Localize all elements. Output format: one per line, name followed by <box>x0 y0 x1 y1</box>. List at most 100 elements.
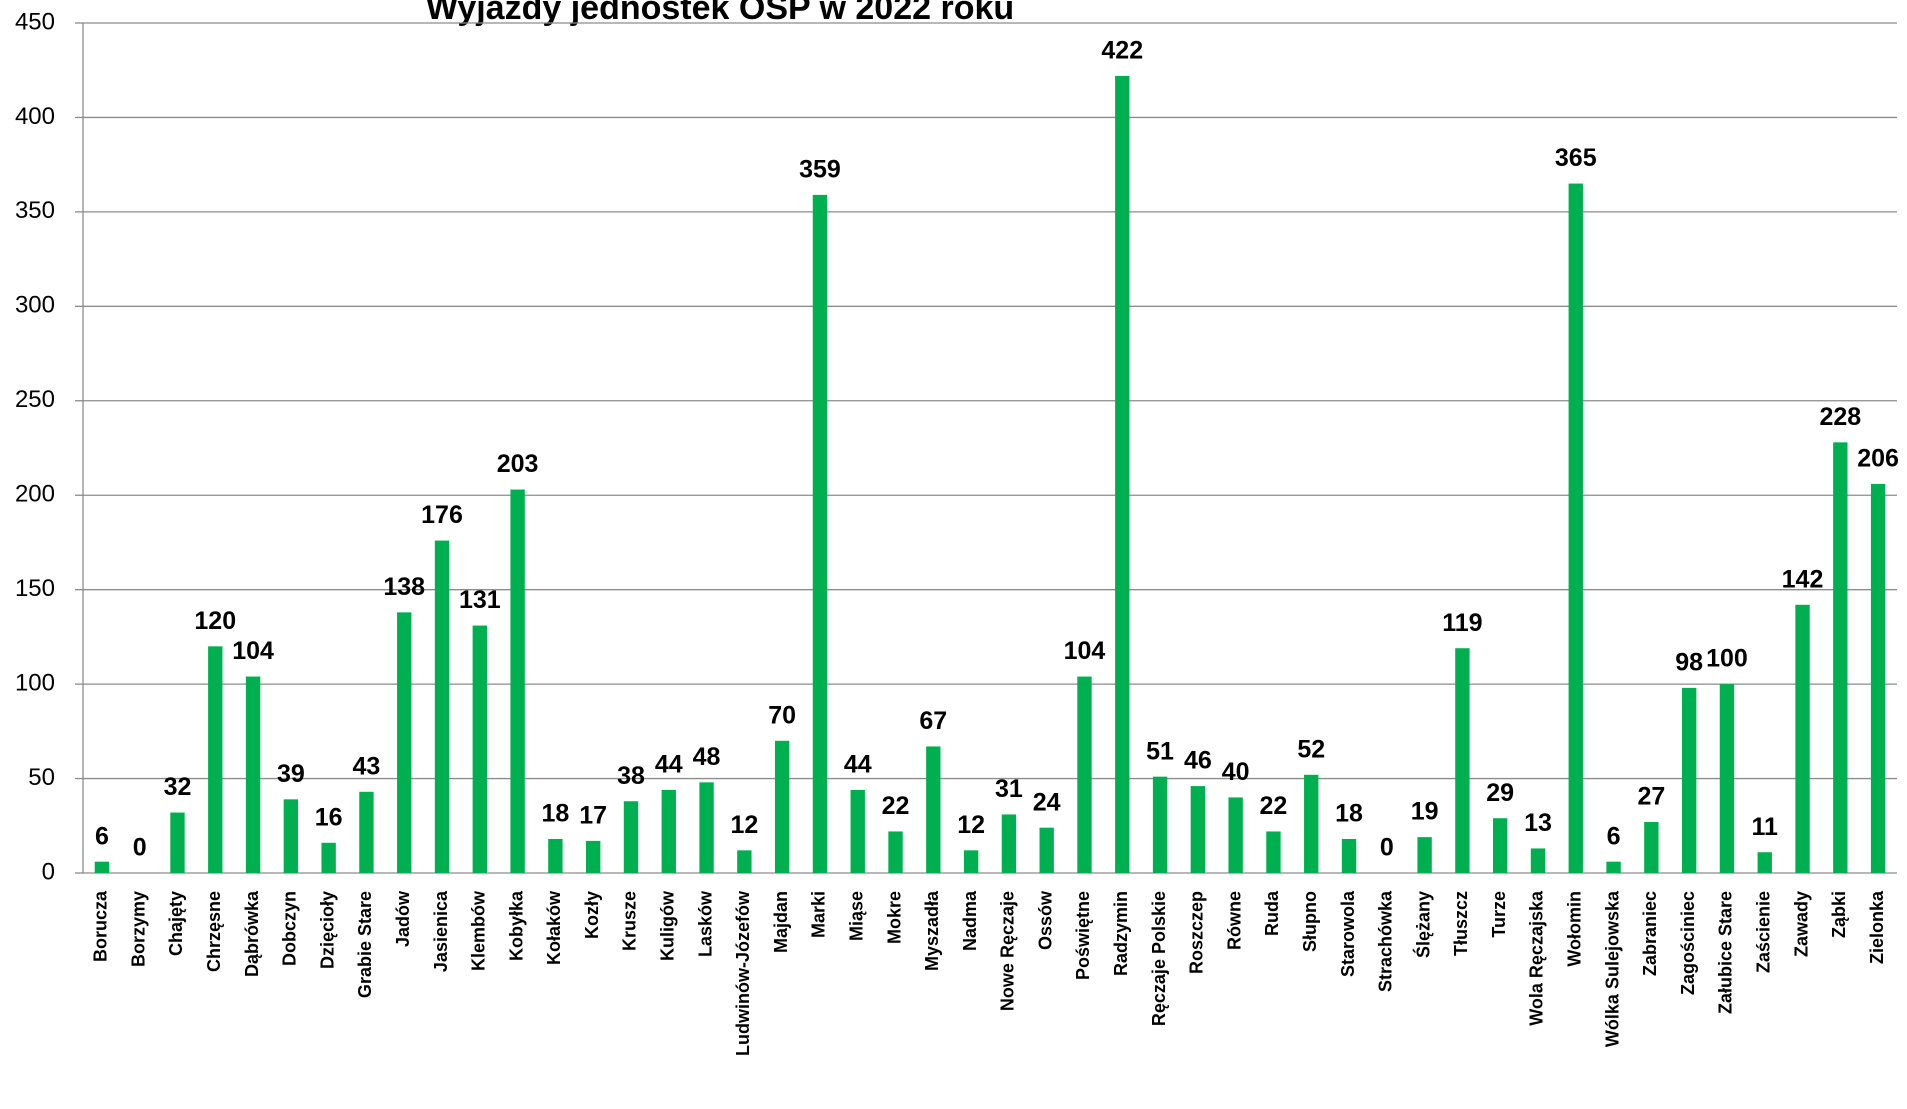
bar <box>1455 648 1470 873</box>
x-tick-label: Zagościniec <box>1678 891 1698 995</box>
bar <box>699 782 714 873</box>
x-tick-label: Zielonka <box>1867 890 1887 964</box>
x-tick-label: Zaścienie <box>1753 891 1773 973</box>
data-label: 22 <box>882 792 910 820</box>
bar <box>397 612 412 873</box>
data-label: 17 <box>579 801 607 829</box>
x-tick-label: Kuligów <box>658 890 678 961</box>
x-tick-label: Wólka Sulejowska <box>1602 890 1622 1047</box>
data-label: 6 <box>1607 822 1621 850</box>
bar <box>510 489 525 873</box>
bar <box>1530 848 1546 873</box>
y-tick-label: 250 <box>15 386 55 413</box>
x-tick-label: Równe <box>1224 891 1244 950</box>
x-tick-label: Majdan <box>771 891 791 953</box>
data-label: 365 <box>1555 144 1597 172</box>
data-label: 422 <box>1101 36 1143 64</box>
data-label: 22 <box>1260 792 1288 820</box>
x-tick-label: Klembów <box>469 890 489 971</box>
x-tick-label: Grabie Stare <box>355 891 375 998</box>
data-label: 6 <box>95 822 109 850</box>
bar <box>1681 687 1697 873</box>
x-tick-label: Ząbki <box>1829 891 1849 938</box>
data-label: 19 <box>1411 798 1439 826</box>
bar <box>1039 827 1054 873</box>
x-tick-label: Nowe Ręczaje <box>998 891 1018 1011</box>
x-tick-label: Nadma <box>960 890 980 951</box>
bar <box>1304 774 1319 873</box>
y-tick-label: 50 <box>28 764 55 791</box>
bar <box>1568 183 1583 874</box>
data-label: 131 <box>459 586 501 614</box>
bar <box>774 740 790 873</box>
y-tick-label: 200 <box>15 481 55 508</box>
data-label: 18 <box>541 800 569 828</box>
x-tick-label: Roszczep <box>1187 891 1207 974</box>
x-tick-label: Starowola <box>1338 890 1358 977</box>
x-tick-label: Kołaków <box>544 890 564 965</box>
x-tick-label: Ludwinów-Józefów <box>733 890 753 1056</box>
bar <box>812 194 828 873</box>
bar <box>737 850 752 873</box>
x-tick-label: Mokre <box>884 891 904 944</box>
x-tick-label: Tłuszcz <box>1451 891 1471 956</box>
data-label: 0 <box>133 834 147 862</box>
bar <box>434 540 450 873</box>
data-label: 13 <box>1524 809 1552 837</box>
bar <box>321 842 336 873</box>
bar <box>283 799 299 873</box>
bar <box>208 646 223 873</box>
bar <box>1795 604 1810 873</box>
bar <box>1833 442 1848 873</box>
bar <box>1115 75 1130 873</box>
x-tick-label: Wołomin <box>1565 891 1585 967</box>
x-tick-label: Radzymin <box>1111 891 1131 976</box>
bar <box>245 676 261 873</box>
data-label: 16 <box>315 803 343 831</box>
x-tick-label: Marki <box>809 891 829 938</box>
bar <box>1190 786 1206 873</box>
data-label: 203 <box>497 450 539 478</box>
y-tick-label: 100 <box>15 669 55 696</box>
x-tick-label: Ręczaje Polskie <box>1149 891 1169 1026</box>
x-tick-label: Chajęty <box>166 891 186 956</box>
data-label: 38 <box>617 762 645 790</box>
data-label: 46 <box>1184 747 1212 775</box>
data-label: 138 <box>383 573 425 601</box>
data-label: 359 <box>799 155 841 183</box>
bar <box>1152 776 1168 873</box>
bar <box>1001 814 1017 873</box>
data-label: 206 <box>1857 444 1899 472</box>
y-tick-label: 300 <box>15 292 55 319</box>
x-tick-label: Ruda <box>1262 890 1282 936</box>
data-label: 39 <box>277 760 305 788</box>
data-label: 119 <box>1442 609 1482 637</box>
bar <box>1228 797 1243 873</box>
y-tick-label: 350 <box>15 197 55 224</box>
x-tick-label: Ossów <box>1035 890 1055 950</box>
data-label: 142 <box>1782 565 1824 593</box>
x-tick-label: Borzymy <box>128 891 148 967</box>
bar <box>94 861 110 873</box>
y-tick-label: 150 <box>15 575 55 602</box>
x-tick-label: Strachówka <box>1376 890 1396 992</box>
bar <box>1606 861 1621 873</box>
data-label: 98 <box>1675 648 1703 676</box>
bar <box>1493 818 1508 873</box>
bar <box>1417 837 1432 873</box>
bar <box>1757 852 1772 873</box>
x-tick-label: Lasków <box>695 890 715 957</box>
data-label: 32 <box>164 773 192 801</box>
y-tick-label: 0 <box>42 858 55 885</box>
x-tick-label: Poświętne <box>1073 891 1093 980</box>
bar <box>661 789 676 873</box>
bar <box>548 839 563 873</box>
data-label: 52 <box>1297 735 1325 763</box>
data-label: 43 <box>353 752 381 780</box>
data-label: 104 <box>232 637 274 665</box>
data-label: 18 <box>1335 800 1363 828</box>
bar <box>623 801 639 873</box>
x-tick-label: Turze <box>1489 891 1509 938</box>
data-label: 0 <box>1380 834 1394 862</box>
